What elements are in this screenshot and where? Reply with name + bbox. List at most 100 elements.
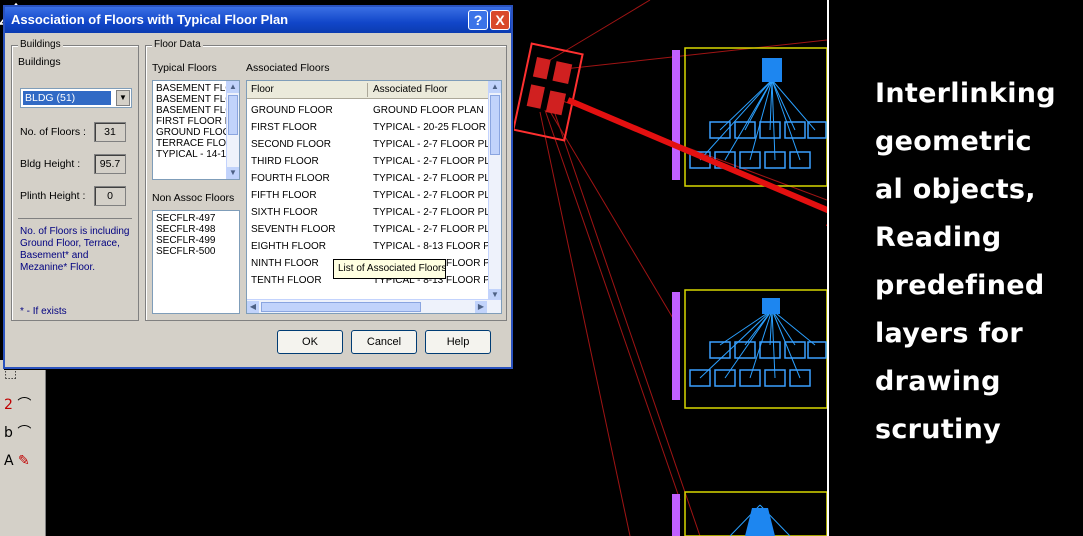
list-item[interactable]: FIRST FLOOR P [156, 116, 232, 127]
floor-cell: SECOND FLOOR [251, 139, 332, 150]
plinth-field[interactable]: 0 [94, 186, 126, 206]
floor-cell: FIFTH FLOOR [251, 190, 317, 201]
typical-floors-list[interactable]: BASEMENT FLC BASEMENT FLC BASEMENT FLC F… [152, 80, 240, 180]
floor-data-group: Floor Data Typical Floors Associated Flo… [145, 39, 507, 321]
buildings-label: Buildings [18, 56, 61, 68]
typical-floors-label: Typical Floors [152, 62, 217, 74]
table-row[interactable]: SECOND FLOOR TYPICAL - 2-7 FLOOR PL [247, 136, 490, 153]
table-row[interactable]: FOURTH FLOOR TYPICAL - 2-7 FLOOR PL [247, 170, 490, 187]
associated-floor-cell: TYPICAL - 2-7 FLOOR PL [373, 207, 490, 218]
tool-row-4[interactable]: A ✎ [4, 453, 30, 469]
table-row[interactable]: FIRST FLOOR TYPICAL - 20-25 FLOOR [247, 119, 489, 136]
table-header: Floor Associated Floor [247, 81, 489, 99]
divider [18, 218, 132, 219]
list-item[interactable]: SECFLR-500 [156, 246, 216, 257]
annotation-panel: Interlinking geometric al objects, Readi… [827, 0, 1083, 536]
tool-row-1[interactable]: ⬚ [4, 365, 18, 381]
associated-floor-cell: TYPICAL - 2-7 FLOOR PL [373, 190, 490, 201]
exists-note: * - If exists [20, 306, 67, 317]
chevron-down-icon[interactable]: ▼ [116, 90, 130, 106]
scroll-up-icon[interactable]: ▲ [489, 81, 501, 93]
table-row[interactable]: EIGHTH FLOOR TYPICAL - 8-13 FLOOR P [247, 238, 490, 255]
scroll-up-icon[interactable]: ▲ [227, 81, 239, 93]
associated-floors-table[interactable]: Floor Associated Floor GROUND FLOOR GROUN… [246, 80, 502, 314]
table-body: GROUND FLOOR GROUND FLOOR PLAN FIRST FLOOR… [247, 102, 490, 289]
buildings-group: Buildings Buildings BLDG (51) ▼ No. of F… [11, 39, 139, 321]
buildings-group-label: Buildings [18, 39, 63, 50]
floor-cell: THIRD FLOOR [251, 156, 319, 167]
table-row[interactable]: SEVENTH FLOOR TYPICAL - 2-7 FLOOR PL [247, 221, 490, 238]
floor-cell: SIXTH FLOOR [251, 207, 318, 218]
building-select-value: BLDG (51) [23, 91, 111, 105]
cad-tool-palette: ⬚ 2 ⌒ b ⌒ A ✎ [0, 360, 46, 536]
associated-floors-label: Associated Floors [246, 62, 330, 74]
list-item[interactable]: SECFLR-498 [156, 224, 216, 235]
table-row[interactable]: THIRD FLOOR TYPICAL - 2-7 FLOOR PL [247, 153, 490, 170]
annotation-text: Interlinking geometric al objects, Readi… [875, 78, 1056, 445]
tool-row-2[interactable]: 2 ⌒ [4, 397, 32, 413]
cancel-button[interactable]: Cancel [351, 330, 417, 354]
floors-label: No. of Floors : [20, 126, 86, 138]
floor-cell: TENTH FLOOR [251, 275, 322, 286]
associated-floor-cell: TYPICAL - 2-7 FLOOR PL [373, 139, 490, 150]
scroll-right-icon[interactable]: ▶ [475, 301, 487, 313]
table-row[interactable]: SIXTH FLOOR TYPICAL - 2-7 FLOOR PL [247, 204, 490, 221]
ok-button[interactable]: OK [277, 330, 343, 354]
association-dialog: Association of Floors with Typical Floor… [3, 5, 513, 369]
cad-canvas [512, 0, 827, 536]
typical-floors-scrollbar[interactable]: ▲ ▼ [226, 81, 239, 179]
building-select[interactable]: BLDG (51) ▼ [20, 88, 132, 108]
tooltip: List of Associated Floors [333, 259, 446, 279]
scroll-left-icon[interactable]: ◀ [247, 301, 259, 313]
dialog-titlebar[interactable]: Association of Floors with Typical Floor… [5, 7, 511, 33]
scroll-down-icon[interactable]: ▼ [227, 167, 239, 179]
scroll-thumb[interactable] [228, 95, 238, 135]
non-assoc-floors-list[interactable]: SECFLR-497 SECFLR-498 SECFLR-499 SECFLR-… [152, 210, 240, 314]
associated-floor-cell: TYPICAL - 8-13 FLOOR P [373, 241, 490, 252]
list-item[interactable]: TYPICAL - 14-1 [156, 149, 227, 160]
associated-floor-cell: TYPICAL - 2-7 FLOOR PL [373, 173, 490, 184]
associated-floor-cell: TYPICAL - 8-13 FLOOR P [373, 275, 490, 286]
floor-cell: NINTH FLOOR [251, 258, 319, 269]
floor-data-group-label: Floor Data [152, 39, 203, 50]
associated-hscrollbar[interactable]: ◀ ▶ [247, 299, 501, 313]
titlebar-close-button[interactable]: X [490, 10, 510, 30]
scroll-down-icon[interactable]: ▼ [489, 289, 501, 301]
table-row[interactable]: FIFTH FLOOR TYPICAL - 2-7 FLOOR PL [247, 187, 490, 204]
table-row[interactable]: TENTH FLOOR TYPICAL - 8-13 FLOOR P [247, 272, 490, 289]
associated-floor-cell: TYPICAL - 2-7 FLOOR PL [373, 224, 490, 235]
list-item[interactable]: SECFLR-499 [156, 235, 216, 246]
list-item[interactable]: SECFLR-497 [156, 213, 216, 224]
non-assoc-label: Non Assoc Floors [152, 192, 235, 204]
height-field[interactable]: 95.7 [94, 154, 126, 174]
floor-cell: SEVENTH FLOOR [251, 224, 336, 235]
red-arrow [566, 97, 827, 226]
floors-note: No. of Floors is including Ground Floor,… [20, 226, 130, 273]
associated-floor-cell: GROUND FLOOR PLAN [373, 105, 484, 116]
column-divider [367, 83, 368, 97]
building-plan-thumbnail [512, 42, 584, 142]
column-floor-header[interactable]: Floor [251, 84, 274, 95]
titlebar-help-button[interactable]: ? [468, 10, 488, 30]
column-associated-header[interactable]: Associated Floor [373, 84, 448, 95]
floor-cell: FIRST FLOOR [251, 122, 317, 133]
list-item[interactable]: BASEMENT FLC [156, 83, 233, 94]
scroll-thumb[interactable] [490, 95, 500, 155]
list-item[interactable]: TERRACE FLOC [156, 138, 234, 149]
list-item[interactable]: BASEMENT FLC [156, 105, 233, 116]
help-button[interactable]: Help [425, 330, 491, 354]
plinth-label: Plinth Height : [20, 190, 86, 202]
floor-cell: GROUND FLOOR [251, 105, 333, 116]
associated-floor-cell: TYPICAL - 2-7 FLOOR PL [373, 156, 490, 167]
list-item[interactable]: GROUND FLOO [156, 127, 231, 138]
associated-vscrollbar[interactable]: ▲ ▼ [488, 81, 501, 301]
floors-field[interactable]: 31 [94, 122, 126, 142]
table-row[interactable]: GROUND FLOOR GROUND FLOOR PLAN [247, 102, 489, 119]
scroll-thumb[interactable] [261, 302, 421, 312]
tool-row-3[interactable]: b ⌒ [4, 425, 32, 441]
associated-floor-cell: TYPICAL - 20-25 FLOOR [373, 122, 486, 133]
floor-cell: FOURTH FLOOR [251, 173, 330, 184]
list-item[interactable]: BASEMENT FLC [156, 94, 233, 105]
floor-cell: EIGHTH FLOOR [251, 241, 327, 252]
dialog-title: Association of Floors with Typical Floor… [11, 12, 289, 27]
